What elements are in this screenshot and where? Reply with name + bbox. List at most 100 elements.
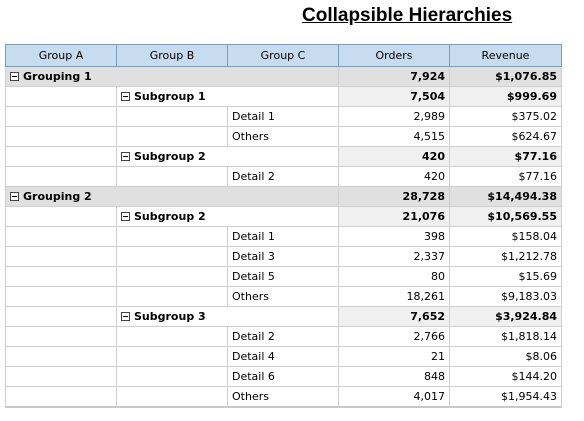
orders-cell: 7,504 xyxy=(338,86,450,107)
hierarchy-table: Group A Group B Group C Orders Revenue G… xyxy=(5,44,562,408)
subgroup-label-cell[interactable]: Subgroup 3 xyxy=(116,306,339,327)
subgroup-row[interactable]: Subgroup 3 7,652 $3,924.84 xyxy=(5,306,562,327)
column-header-group-b[interactable]: Group B xyxy=(116,44,228,67)
orders-cell: 398 xyxy=(338,226,450,247)
revenue-cell: $77.16 xyxy=(449,146,562,167)
revenue-cell: $1,076.85 xyxy=(449,66,562,87)
subgroup-row[interactable]: Subgroup 1 7,504 $999.69 xyxy=(5,86,562,107)
column-header-group-a[interactable]: Group A xyxy=(5,44,117,67)
detail-row: Detail 4 21 $8.06 xyxy=(5,346,562,367)
empty-cell xyxy=(116,286,228,307)
detail-label: Detail 4 xyxy=(227,346,339,367)
detail-row: Others 4,017 $1,954.43 xyxy=(5,386,562,408)
revenue-cell: $15.69 xyxy=(449,266,562,287)
revenue-cell: $1,954.43 xyxy=(449,386,562,408)
orders-cell: 420 xyxy=(338,166,450,187)
subgroup-row[interactable]: Subgroup 2 21,076 $10,569.55 xyxy=(5,206,562,227)
empty-cell xyxy=(5,206,117,227)
orders-cell: 2,989 xyxy=(338,106,450,127)
revenue-cell: $14,494.38 xyxy=(449,186,562,207)
revenue-cell: $158.04 xyxy=(449,226,562,247)
revenue-cell: $1,818.14 xyxy=(449,326,562,347)
empty-cell xyxy=(5,246,117,267)
collapse-minus-icon[interactable] xyxy=(10,71,19,81)
detail-label: Detail 2 xyxy=(227,326,339,347)
orders-cell: 848 xyxy=(338,366,450,387)
column-header-group-c[interactable]: Group C xyxy=(227,44,339,67)
subgroup-label: Subgroup 1 xyxy=(134,90,206,103)
collapse-minus-icon[interactable] xyxy=(10,191,19,201)
detail-label: Detail 5 xyxy=(227,266,339,287)
detail-row: Detail 2 2,766 $1,818.14 xyxy=(5,326,562,347)
orders-cell: 7,652 xyxy=(338,306,450,327)
detail-label: Detail 1 xyxy=(227,106,339,127)
detail-label: Detail 6 xyxy=(227,366,339,387)
subgroup-label-cell[interactable]: Subgroup 2 xyxy=(116,146,339,167)
orders-cell: 2,337 xyxy=(338,246,450,267)
detail-label: Others xyxy=(227,386,339,408)
revenue-cell: $3,924.84 xyxy=(449,306,562,327)
detail-row: Detail 6 848 $144.20 xyxy=(5,366,562,387)
subgroup-label: Subgroup 3 xyxy=(134,310,206,323)
detail-label: Others xyxy=(227,286,339,307)
subgroup-label: Subgroup 2 xyxy=(134,210,206,223)
orders-cell: 28,728 xyxy=(338,186,450,207)
empty-cell xyxy=(116,106,228,127)
empty-cell xyxy=(5,226,117,247)
column-header-revenue[interactable]: Revenue xyxy=(449,44,562,67)
subgroup-row[interactable]: Subgroup 2 420 $77.16 xyxy=(5,146,562,167)
group-label-cell[interactable]: Grouping 1 xyxy=(5,66,339,87)
subgroup-label-cell[interactable]: Subgroup 2 xyxy=(116,206,339,227)
subgroup-label-cell[interactable]: Subgroup 1 xyxy=(116,86,339,107)
column-header-orders[interactable]: Orders xyxy=(338,44,450,67)
empty-cell xyxy=(116,246,228,267)
collapse-minus-icon[interactable] xyxy=(121,211,130,221)
empty-cell xyxy=(116,226,228,247)
empty-cell xyxy=(5,106,117,127)
revenue-cell: $9,183.03 xyxy=(449,286,562,307)
detail-label: Detail 2 xyxy=(227,166,339,187)
revenue-cell: $77.16 xyxy=(449,166,562,187)
detail-row: Detail 1 398 $158.04 xyxy=(5,226,562,247)
detail-label: Others xyxy=(227,126,339,147)
empty-cell xyxy=(116,126,228,147)
empty-cell xyxy=(116,366,228,387)
empty-cell xyxy=(5,126,117,147)
empty-cell xyxy=(116,386,228,408)
detail-row: Detail 3 2,337 $1,212.78 xyxy=(5,246,562,267)
empty-cell xyxy=(5,266,117,287)
group-label: Grouping 1 xyxy=(23,70,92,83)
revenue-cell: $10,569.55 xyxy=(449,206,562,227)
collapse-minus-icon[interactable] xyxy=(121,311,130,321)
orders-cell: 18,261 xyxy=(338,286,450,307)
empty-cell xyxy=(116,266,228,287)
group-row[interactable]: Grouping 2 28,728 $14,494.38 xyxy=(5,186,562,207)
detail-row: Others 18,261 $9,183.03 xyxy=(5,286,562,307)
orders-cell: 4,017 xyxy=(338,386,450,408)
empty-cell xyxy=(5,366,117,387)
revenue-cell: $1,212.78 xyxy=(449,246,562,267)
detail-row: Detail 5 80 $15.69 xyxy=(5,266,562,287)
orders-cell: 4,515 xyxy=(338,126,450,147)
revenue-cell: $624.67 xyxy=(449,126,562,147)
revenue-cell: $144.20 xyxy=(449,366,562,387)
table-header-row: Group A Group B Group C Orders Revenue xyxy=(5,44,562,67)
empty-cell xyxy=(5,166,117,187)
orders-cell: 7,924 xyxy=(338,66,450,87)
subgroup-label: Subgroup 2 xyxy=(134,150,206,163)
group-row[interactable]: Grouping 1 7,924 $1,076.85 xyxy=(5,66,562,87)
empty-cell xyxy=(5,146,117,167)
group-label-cell[interactable]: Grouping 2 xyxy=(5,186,339,207)
collapse-minus-icon[interactable] xyxy=(121,151,130,161)
revenue-cell: $999.69 xyxy=(449,86,562,107)
collapse-minus-icon[interactable] xyxy=(121,91,130,101)
detail-label: Detail 1 xyxy=(227,226,339,247)
detail-row: Others 4,515 $624.67 xyxy=(5,126,562,147)
empty-cell xyxy=(5,326,117,347)
empty-cell xyxy=(5,86,117,107)
empty-cell xyxy=(5,286,117,307)
detail-row: Detail 2 420 $77.16 xyxy=(5,166,562,187)
empty-cell xyxy=(5,386,117,408)
empty-cell xyxy=(116,326,228,347)
